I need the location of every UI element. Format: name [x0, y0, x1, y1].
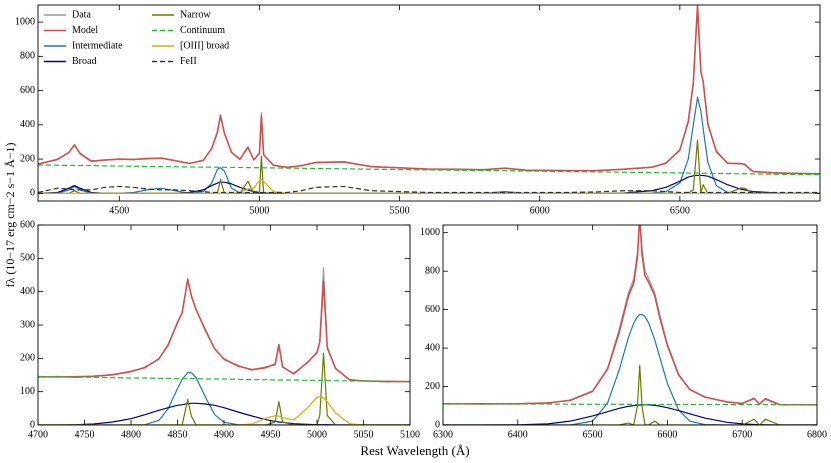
series-line [443, 313, 817, 425]
x-axis-label: Rest Wavelength (Å) [360, 443, 469, 458]
y-tick-label: 400 [20, 286, 35, 297]
x-tick-label: 5100 [400, 429, 420, 440]
x-tick-label: 4500 [109, 205, 129, 216]
y-tick-label: 800 [425, 265, 440, 276]
legend-label: Intermediate [72, 40, 123, 51]
series-line [38, 164, 820, 176]
y-tick-label: 1000 [420, 227, 440, 238]
x-tick-label: 6700 [732, 429, 752, 440]
y-tick-label: 200 [20, 353, 35, 364]
axes-frame [37, 224, 411, 426]
y-tick-label: 600 [20, 219, 35, 230]
y-tick-label: 500 [20, 253, 35, 264]
series-line [38, 267, 410, 383]
legend-label: Model [72, 25, 98, 36]
y-tick-label: 600 [425, 304, 440, 315]
x-tick-label: 4800 [121, 429, 141, 440]
y-tick-label: 400 [425, 342, 440, 353]
series-line [38, 6, 820, 175]
y-tick-label: 0 [435, 419, 440, 430]
y-tick-label: 600 [20, 85, 35, 96]
x-tick-label: 4700 [28, 429, 48, 440]
x-tick-label: 6400 [508, 429, 528, 440]
x-tick-label: 4950 [261, 429, 281, 440]
y-tick-label: 100 [20, 386, 35, 397]
series-line [38, 139, 820, 194]
series-line [38, 278, 410, 383]
series-line [443, 364, 817, 425]
x-tick-label: 6600 [657, 429, 677, 440]
legend-label: Continuum [180, 25, 225, 36]
series-line [38, 179, 820, 194]
series-line [38, 5, 820, 175]
plot-area [38, 267, 410, 425]
y-tick-label: 1000 [15, 16, 35, 27]
x-tick-label: 6500 [670, 205, 690, 216]
y-tick-label: 800 [20, 51, 35, 62]
axes-frame [37, 4, 821, 202]
y-axis-label: fλ (10−17 erg cm−2 s−1 Å−1) [3, 143, 17, 288]
x-tick-label: 4750 [75, 429, 95, 440]
x-tick-label: 6300 [433, 429, 453, 440]
legend-label: Narrow [180, 9, 211, 20]
series-line [38, 352, 410, 425]
x-tick-label: 6000 [530, 205, 550, 216]
y-tick-label: 0 [30, 419, 35, 430]
legend-label: FeII [180, 56, 197, 67]
series-line [38, 185, 820, 194]
series-line [443, 403, 817, 406]
x-tick-label: 4900 [214, 429, 234, 440]
series-line [443, 225, 817, 406]
series-line [38, 376, 410, 383]
legend-label: [OIII] broad [180, 40, 229, 51]
y-tick-label: 400 [20, 119, 35, 130]
x-tick-label: 5050 [354, 429, 374, 440]
x-tick-label: 4850 [168, 429, 188, 440]
axes-frame [442, 224, 818, 426]
x-tick-label: 5500 [390, 205, 410, 216]
y-tick-label: 300 [20, 319, 35, 330]
series-line [443, 225, 817, 406]
x-tick-label: 6500 [583, 429, 603, 440]
legend-label: Data [72, 9, 91, 20]
series-line [443, 404, 817, 425]
x-tick-label: 6800 [807, 429, 827, 440]
series-line [38, 174, 820, 194]
y-tick-label: 0 [30, 188, 35, 199]
legend-label: Broad [72, 56, 96, 67]
y-tick-label: 200 [20, 153, 35, 164]
x-tick-label: 5000 [249, 205, 269, 216]
series-line [38, 396, 410, 425]
plot-area [38, 5, 820, 194]
plot-area [443, 225, 817, 425]
y-tick-label: 200 [425, 381, 440, 392]
x-tick-label: 5000 [307, 429, 327, 440]
series-line [38, 96, 820, 194]
